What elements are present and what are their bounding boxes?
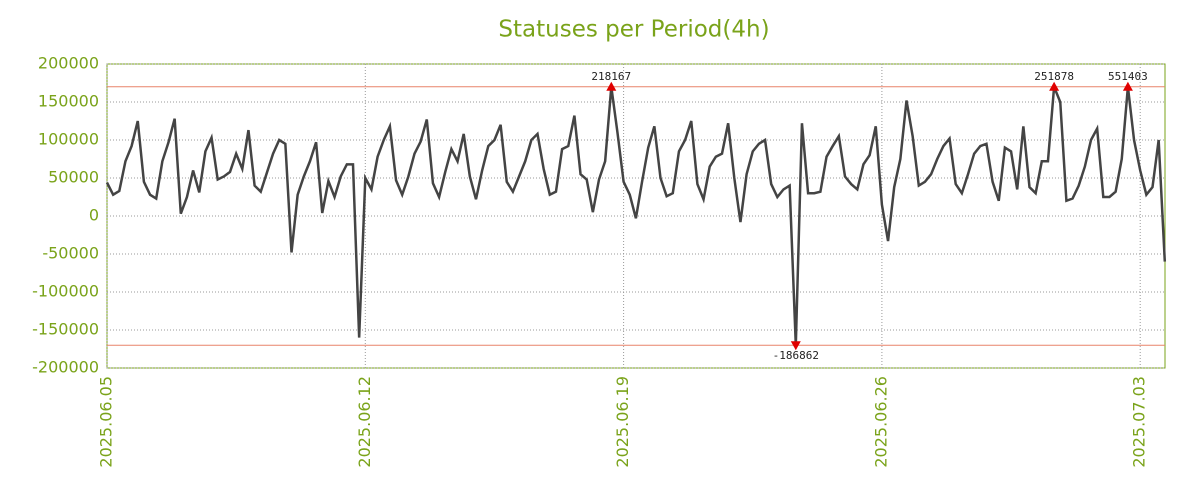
x-tick-label: 2025.06.12 <box>355 376 374 468</box>
outlier-label: 251878 <box>1034 70 1074 83</box>
y-tick-label: -150000 <box>32 320 99 339</box>
y-tick-label: 0 <box>89 206 99 225</box>
y-tick-label: -50000 <box>42 244 99 263</box>
chart-title: Statuses per Period(4h) <box>498 17 769 43</box>
data-line <box>105 86 1167 346</box>
x-tick-label: 2025.06.19 <box>613 376 632 468</box>
y-tick-label: -200000 <box>32 358 99 377</box>
outlier-label: 218167 <box>591 70 631 83</box>
outlier-marker <box>1049 81 1060 91</box>
outlier-label: -186862 <box>773 349 819 362</box>
x-tick-label: 2025.07.03 <box>1130 376 1149 468</box>
outlier-label: 551403 <box>1108 70 1148 83</box>
outlier-marker <box>1122 81 1133 91</box>
y-tick-label: 200000 <box>38 54 99 73</box>
y-tick-label: 100000 <box>38 130 99 149</box>
outlier-marker <box>606 81 617 91</box>
y-tick-label: 150000 <box>38 92 99 111</box>
x-tick-label: 2025.06.26 <box>871 376 890 468</box>
y-tick-label: -100000 <box>32 282 99 301</box>
outlier-marker <box>790 341 801 351</box>
x-tick-label: 2025.06.05 <box>97 376 116 468</box>
y-tick-label: 50000 <box>48 168 99 187</box>
